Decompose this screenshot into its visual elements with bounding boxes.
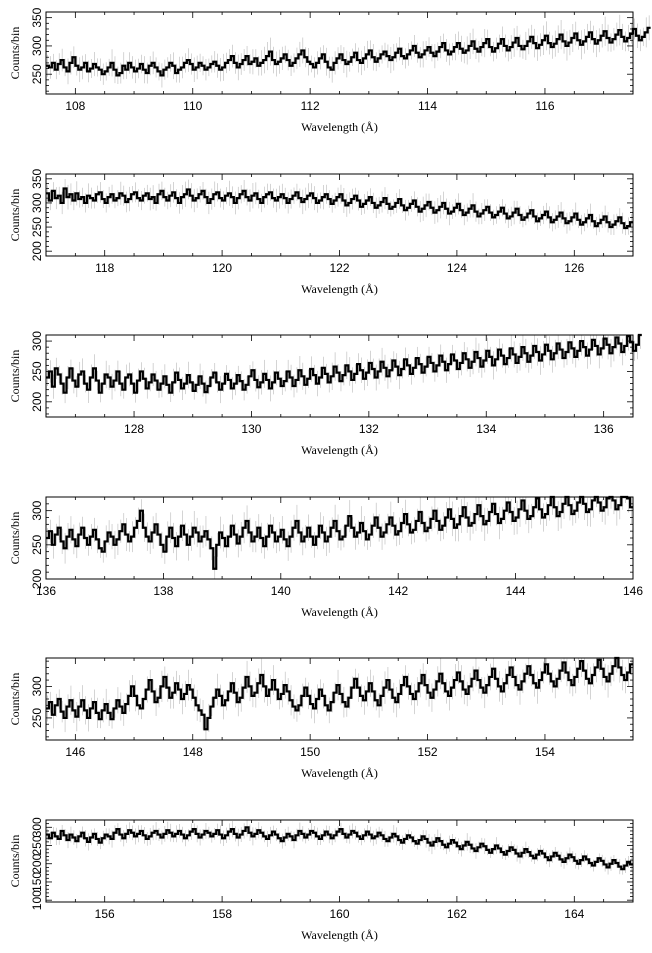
y-tick-label: 150 xyxy=(30,872,44,892)
x-tick-label: 128 xyxy=(124,422,144,436)
x-tick-label: 162 xyxy=(447,907,467,921)
y-axis-title: Counts/bin xyxy=(8,27,22,80)
x-tick-label: 132 xyxy=(359,422,379,436)
spectrum-panel-3: 128 130 132 134 136 200 250 300 Wavelength (Å) Co… xyxy=(8,331,642,457)
x-tick-label: 136 xyxy=(594,422,614,436)
counts-histogram xyxy=(46,333,642,394)
x-tick-label: 152 xyxy=(418,745,438,759)
x-axis-title: Wavelength (Å) xyxy=(301,605,378,619)
x-tick-label: 126 xyxy=(564,261,584,275)
counts-histogram xyxy=(46,656,633,731)
x-tick-label: 164 xyxy=(564,907,584,921)
counts-histogram xyxy=(46,495,633,570)
x-tick-label: 112 xyxy=(301,99,320,113)
x-axis-title: Wavelength (Å) xyxy=(301,766,378,780)
x-tick-label: 118 xyxy=(95,261,114,275)
y-tick-label: 200 xyxy=(30,569,44,589)
x-tick-label: 136 xyxy=(36,584,56,598)
y-tick-label: 300 xyxy=(30,193,44,213)
spectrum-panel-5: 146 148 150 152 154 250 300 Wavelength (Å) Count… xyxy=(8,656,634,780)
y-tick-label: 300 xyxy=(30,36,44,56)
x-tick-label: 114 xyxy=(418,99,437,113)
x-tick-label: 142 xyxy=(388,584,408,598)
y-tick-label: 200 xyxy=(30,391,44,411)
y-axis-title: Counts/bin xyxy=(8,350,22,403)
counts-histogram xyxy=(46,26,651,77)
x-tick-label: 146 xyxy=(623,584,643,598)
y-axis-title: Counts/bin xyxy=(8,512,22,565)
x-axis-title: Wavelength (Å) xyxy=(301,120,378,134)
y-tick-label: 350 xyxy=(30,7,44,27)
x-tick-label: 124 xyxy=(447,261,467,275)
y-tick-label: 200 xyxy=(30,853,44,873)
y-tick-label: 250 xyxy=(30,64,44,84)
y-tick-label: 250 xyxy=(30,708,44,728)
x-tick-label: 130 xyxy=(241,422,261,436)
x-tick-label: 116 xyxy=(535,99,554,113)
x-tick-label: 156 xyxy=(95,907,115,921)
y-axis-title: Counts/bin xyxy=(8,189,22,242)
x-tick-label: 146 xyxy=(65,745,85,759)
y-tick-label: 350 xyxy=(30,168,44,188)
x-axis-title: Wavelength (Å) xyxy=(301,282,378,296)
spectrum-panel-2: 118 120 122 124 126 200 250 300 350 Wavelength (Å… xyxy=(8,168,634,296)
error-bars xyxy=(47,178,632,236)
y-tick-label: 250 xyxy=(30,835,44,855)
x-tick-label: 150 xyxy=(300,745,320,759)
x-tick-label: 110 xyxy=(183,99,202,113)
plot-frame xyxy=(45,11,634,95)
y-tick-label: 200 xyxy=(30,241,44,261)
y-tick-label: 300 xyxy=(30,676,44,696)
x-axis-title: Wavelength (Å) xyxy=(301,928,378,942)
y-tick-label: 250 xyxy=(30,217,44,237)
x-tick-label: 138 xyxy=(153,584,173,598)
counts-histogram xyxy=(46,187,633,230)
x-tick-label: 144 xyxy=(506,584,526,598)
counts-histogram xyxy=(46,826,633,871)
x-tick-label: 134 xyxy=(476,422,496,436)
y-tick-label: 250 xyxy=(30,361,44,381)
x-tick-label: 122 xyxy=(329,261,349,275)
x-tick-label: 140 xyxy=(271,584,291,598)
x-tick-label: 160 xyxy=(329,907,349,921)
x-axis-title: Wavelength (Å) xyxy=(301,443,378,457)
x-tick-label: 148 xyxy=(183,745,203,759)
y-tick-label: 250 xyxy=(30,535,44,555)
y-tick-label: 300 xyxy=(30,331,44,351)
y-tick-label: 300 xyxy=(30,500,44,520)
error-bars xyxy=(47,14,650,88)
y-tick-label: 300 xyxy=(30,817,44,837)
spectrum-panel-1: 108 110 112 114 116 250 300 350 Wavelength (Å) Co… xyxy=(8,7,651,134)
x-tick-label: 158 xyxy=(212,907,232,921)
spectrum-panel-4: 136 138 140 142 144 146 200 250 300 Wavelength (Å… xyxy=(8,495,643,619)
y-tick-label: 100 xyxy=(30,890,44,910)
y-axis-title: Counts/bin xyxy=(8,835,22,888)
x-tick-label: 108 xyxy=(65,99,85,113)
x-tick-label: 120 xyxy=(212,261,232,275)
y-axis-title: Counts/bin xyxy=(8,673,22,726)
x-tick-label: 154 xyxy=(535,745,555,759)
